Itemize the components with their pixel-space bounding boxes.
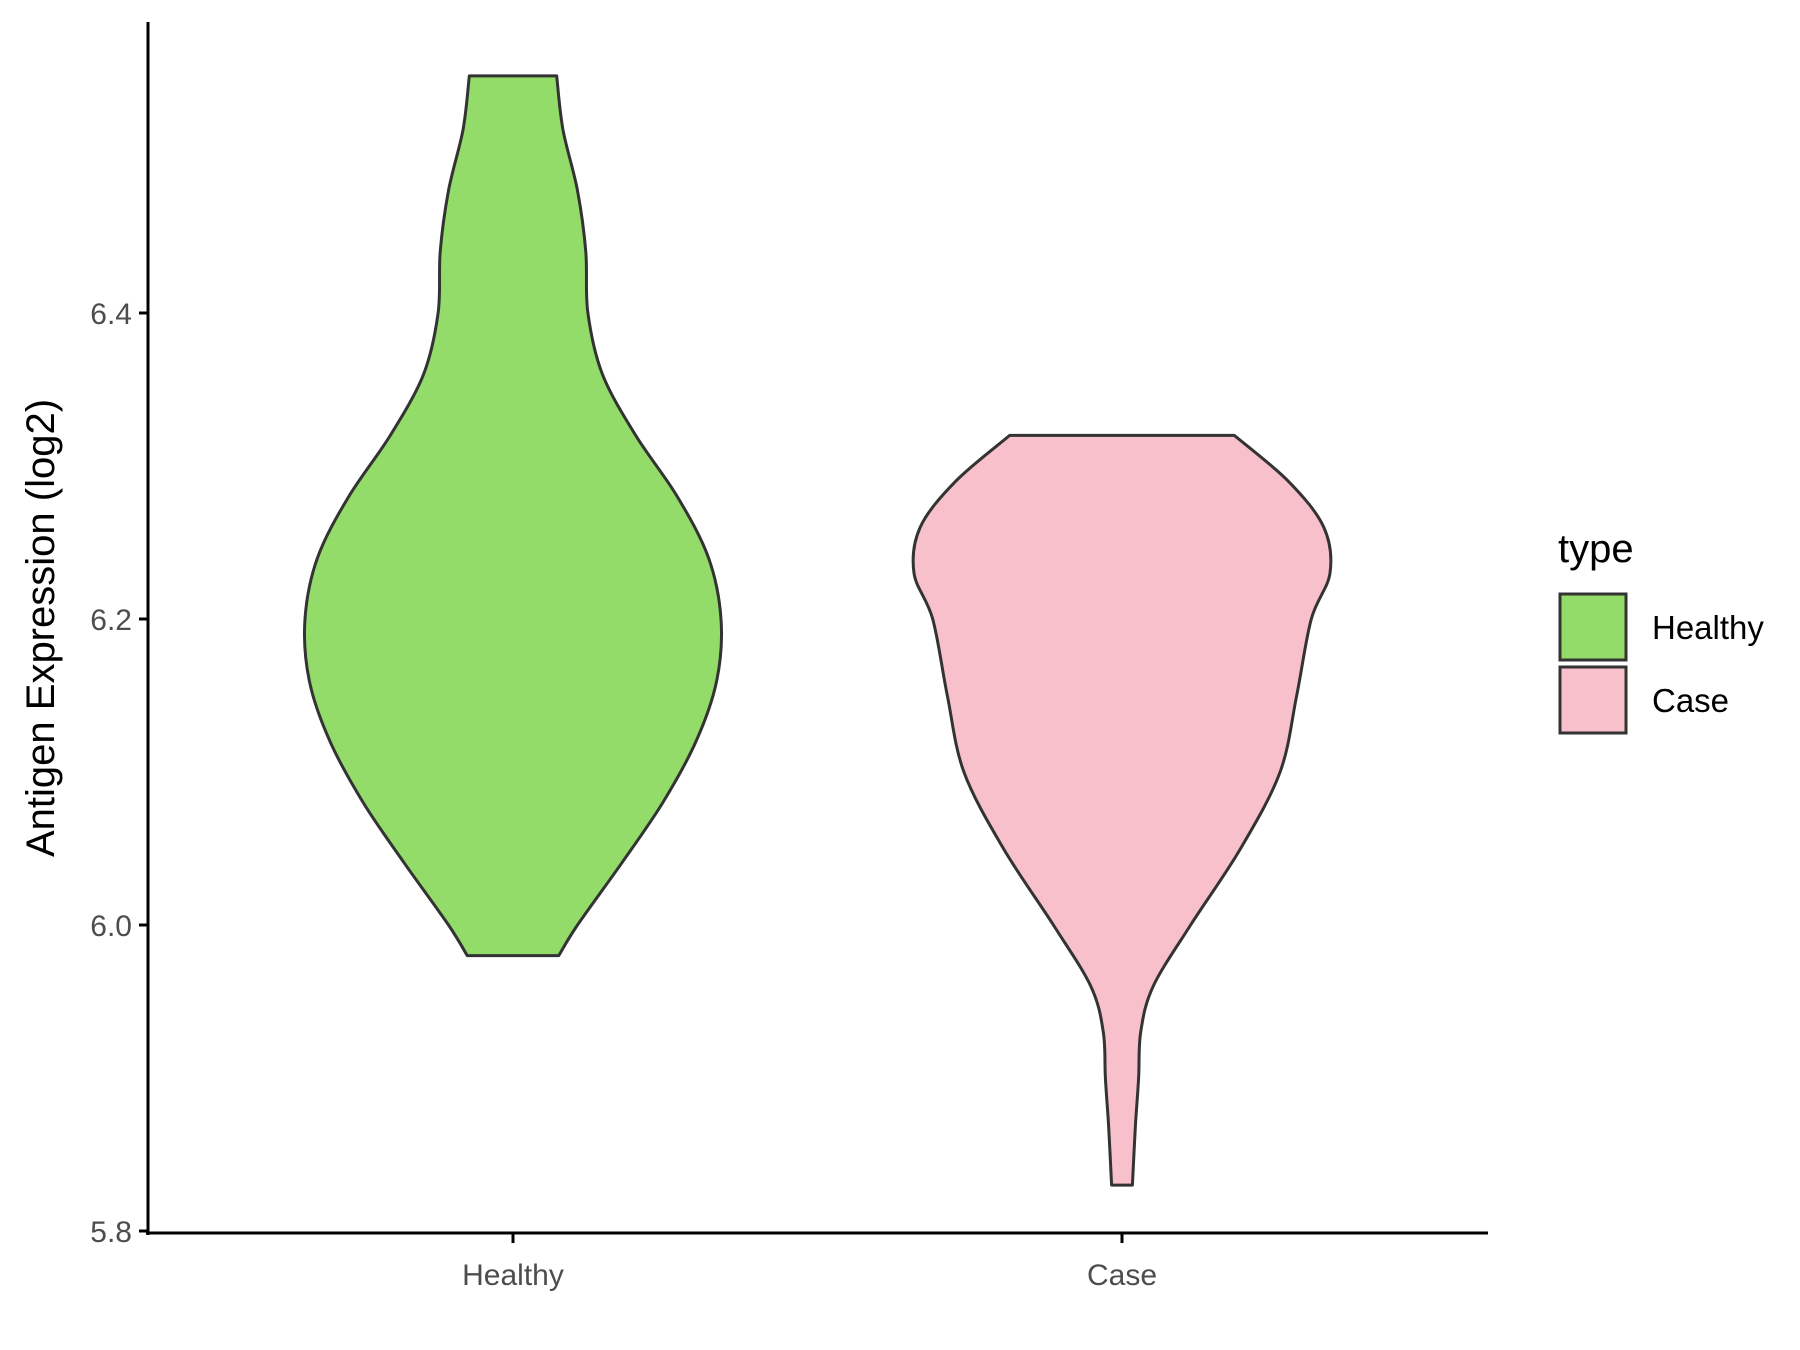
violin-healthy bbox=[302, 74, 724, 958]
legend: type Healthy Case bbox=[1558, 527, 1764, 735]
violin-case bbox=[911, 433, 1333, 1187]
legend-swatch-case bbox=[1558, 665, 1628, 735]
legend-label: Healthy bbox=[1652, 609, 1764, 646]
violins-layer bbox=[302, 74, 1333, 1187]
legend-title: type bbox=[1558, 527, 1634, 571]
x-ticks: Healthy Case bbox=[462, 1233, 1157, 1292]
y-axis-title: Antigen Expression (log2) bbox=[19, 399, 63, 857]
axes bbox=[146, 22, 1488, 1235]
legend-label: Case bbox=[1652, 682, 1729, 719]
y-tick-label: 6.4 bbox=[90, 298, 132, 331]
y-tick-label: 6.0 bbox=[90, 910, 132, 943]
y-tick-label: 5.8 bbox=[90, 1216, 132, 1249]
y-tick-label: 6.2 bbox=[90, 604, 132, 637]
x-tick-label: Healthy bbox=[462, 1259, 564, 1292]
legend-swatch-healthy bbox=[1558, 592, 1628, 662]
y-ticks: 5.8 6.0 6.2 6.4 bbox=[90, 298, 148, 1249]
x-tick-label: Case bbox=[1087, 1259, 1157, 1292]
